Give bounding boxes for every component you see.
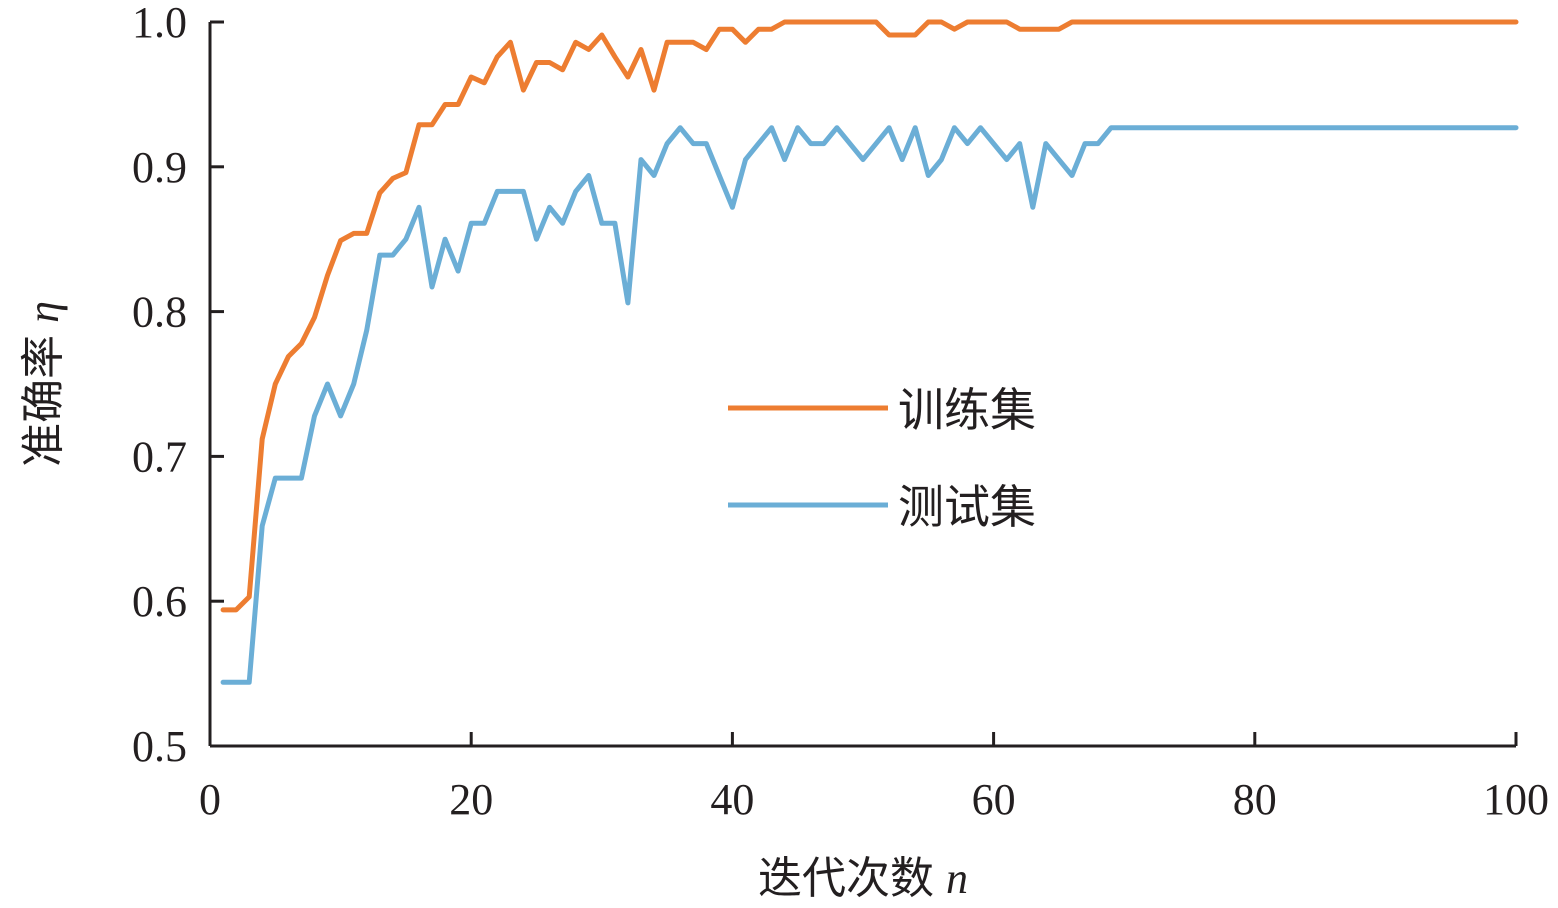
y-axis-variable: η: [19, 301, 68, 323]
x-axis-variable: n: [946, 854, 968, 903]
legend-label-test: 测试集: [898, 480, 1036, 534]
legend-label-train: 训练集: [898, 383, 1036, 437]
y-axis-title: 准确率 η: [18, 301, 69, 467]
axes: [208, 22, 1516, 748]
y-tick-label: 0.8: [132, 288, 187, 337]
legend: 训练集 测试集: [728, 383, 1036, 534]
x-tick-label: 100: [1483, 775, 1549, 824]
x-tick-label: 40: [710, 775, 754, 824]
y-tick-label: 0.6: [132, 577, 187, 626]
y-tick-label: 0.5: [132, 722, 187, 771]
series-group: [220, 19, 1519, 685]
x-tick-label: 80: [1233, 775, 1277, 824]
y-tick-label: 0.7: [132, 432, 187, 481]
x-tick-label: 60: [972, 775, 1016, 824]
y-tick-label: 1.0: [132, 0, 187, 47]
series-line-test: [220, 125, 1519, 685]
x-axis-title-text: 迭代次数: [758, 853, 934, 904]
y-tick-label: 0.9: [132, 143, 187, 192]
y-ticks: 0.5 0.6 0.7 0.8 0.9 1.0: [132, 0, 224, 771]
x-axis-title: 迭代次数 n: [758, 853, 968, 904]
x-tick-label: 0: [199, 775, 221, 824]
x-tick-label: 20: [449, 775, 493, 824]
series-line-train: [220, 19, 1519, 613]
y-axis-title-text: 准确率: [18, 335, 69, 467]
x-ticks: 0 20 40 60 80 100: [199, 732, 1549, 824]
